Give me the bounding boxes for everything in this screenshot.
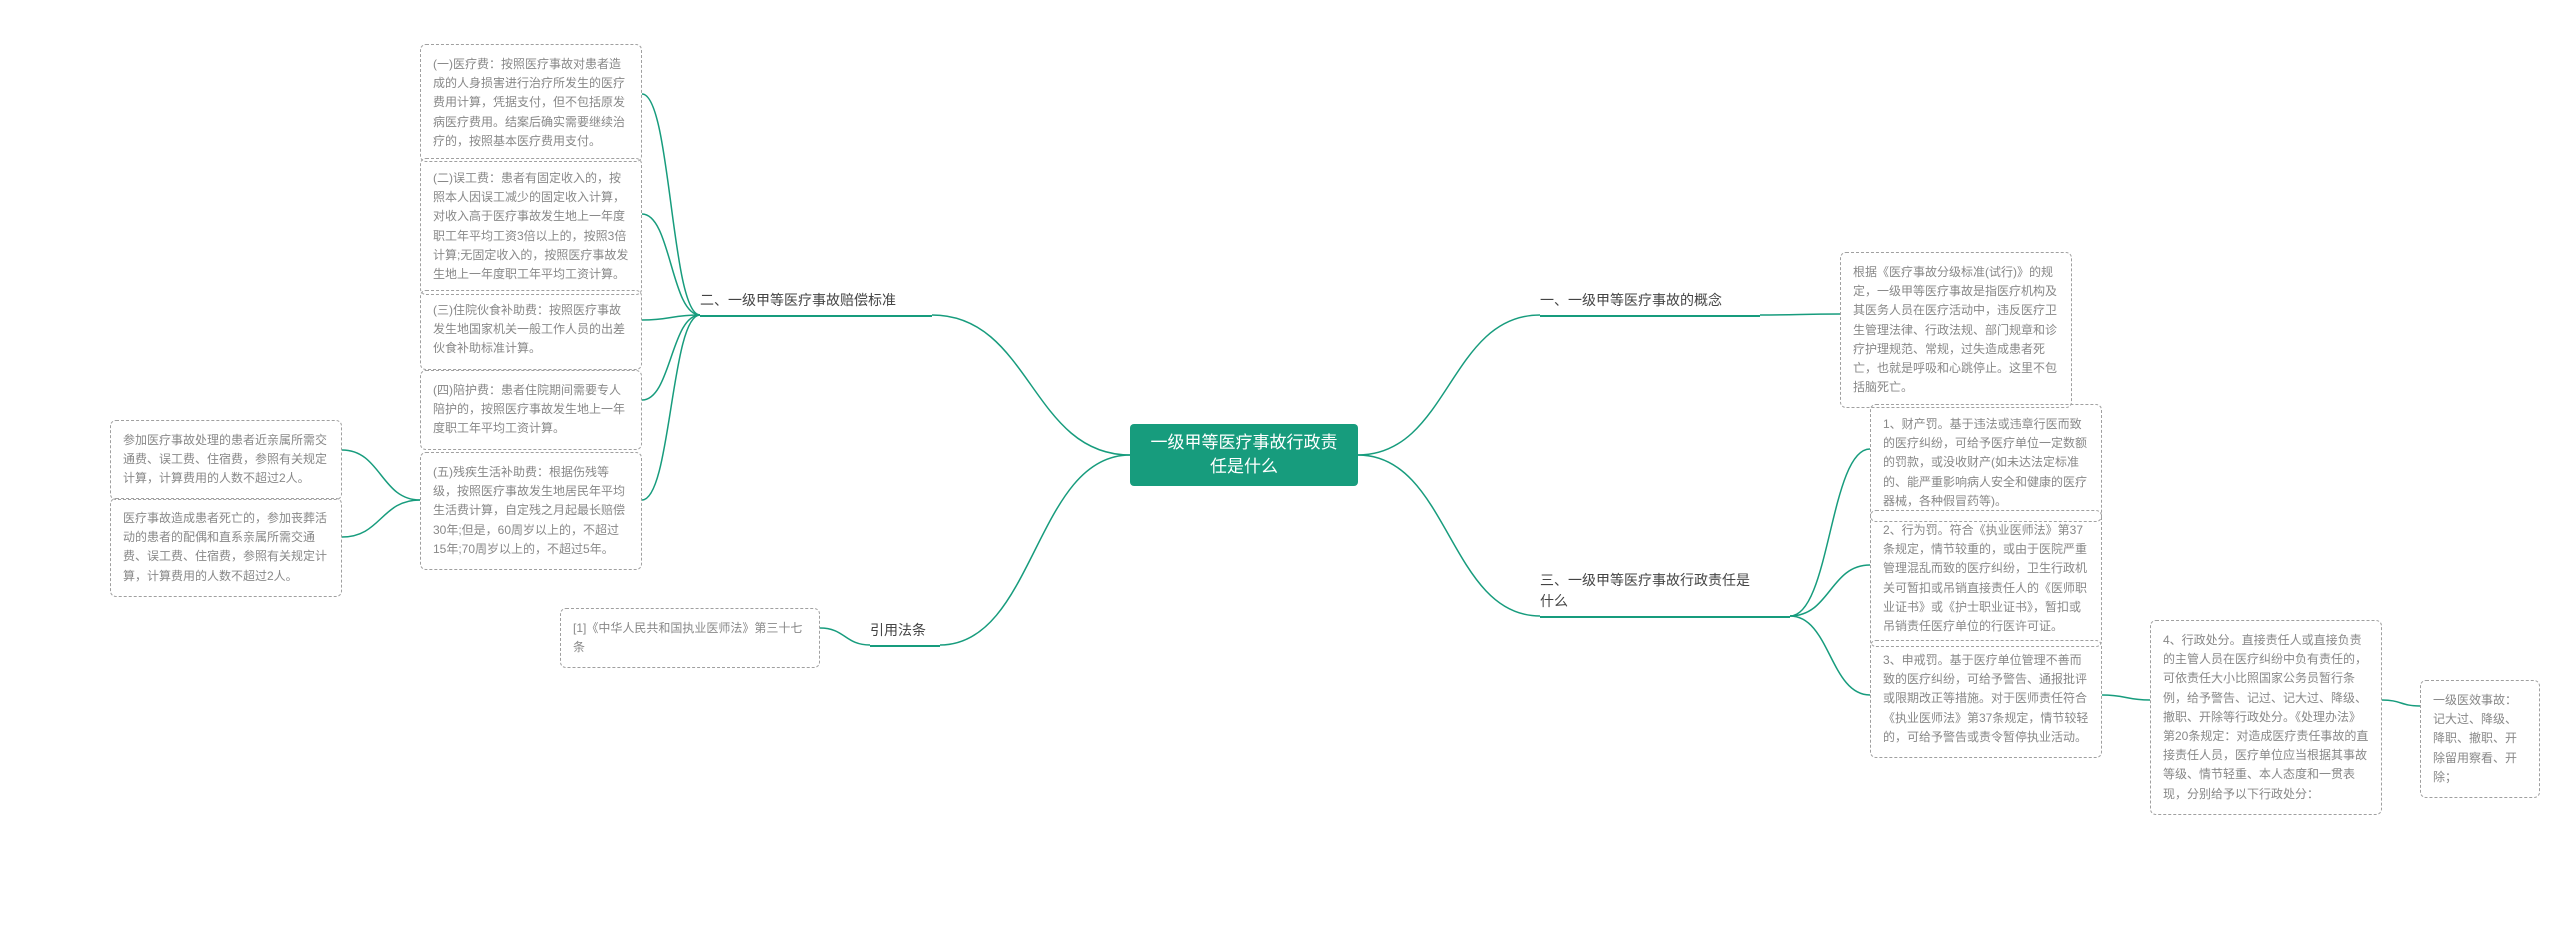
branch-node: 引用法条 bbox=[870, 620, 940, 647]
leaf-node: 根据《医疗事故分级标准(试行)》的规定，一级甲等医疗事故是指医疗机构及其医务人员… bbox=[1840, 252, 2072, 408]
leaf-node: (一)医疗费：按照医疗事故对患者造成的人身损害进行治疗所发生的医疗费用计算，凭据… bbox=[420, 44, 642, 162]
leaf-node: 2、行为罚。符合《执业医师法》第37条规定，情节较重的，或由于医院严重管理混乱而… bbox=[1870, 510, 2102, 647]
leaf-node: (三)住院伙食补助费：按照医疗事故发生地国家机关一般工作人员的出差伙食补助标准计… bbox=[420, 290, 642, 370]
leaf-node: 一级医效事故：记大过、降级、降职、撤职、开除留用察看、开除； bbox=[2420, 680, 2540, 798]
leaf-node: [1]《中华人民共和国执业医师法》第三十七条 bbox=[560, 608, 820, 668]
branch-node: 三、一级甲等医疗事故行政责任是 什么 bbox=[1540, 570, 1790, 618]
leaf-node: 参加医疗事故处理的患者近亲属所需交通费、误工费、住宿费，参照有关规定计算，计算费… bbox=[110, 420, 342, 500]
leaf-node: 1、财产罚。基于违法或违章行医而致的医疗纠纷，可给予医疗单位一定数额的罚款，或没… bbox=[1870, 404, 2102, 522]
branch-node: 二、一级甲等医疗事故赔偿标准 bbox=[700, 290, 932, 317]
branch-node: 一、一级甲等医疗事故的概念 bbox=[1540, 290, 1760, 317]
root-node: 一级甲等医疗事故行政责 任是什么 bbox=[1130, 424, 1358, 486]
leaf-node: 4、行政处分。直接责任人或直接负责的主管人员在医疗纠纷中负有责任的，可依责任大小… bbox=[2150, 620, 2382, 815]
leaf-node: 医疗事故造成患者死亡的，参加丧葬活动的患者的配偶和直系亲属所需交通费、误工费、住… bbox=[110, 498, 342, 597]
leaf-node: (五)残疾生活补助费：根据伤残等级，按照医疗事故发生地居民年平均生活费计算，自定… bbox=[420, 452, 642, 570]
leaf-node: 3、申戒罚。基于医疗单位管理不善而致的医疗纠纷，可给予警告、通报批评或限期改正等… bbox=[1870, 640, 2102, 758]
leaf-node: (四)陪护费：患者住院期间需要专人陪护的，按照医疗事故发生地上一年度职工年平均工… bbox=[420, 370, 642, 450]
leaf-node: (二)误工费：患者有固定收入的，按照本人因误工减少的固定收入计算，对收入高于医疗… bbox=[420, 158, 642, 295]
